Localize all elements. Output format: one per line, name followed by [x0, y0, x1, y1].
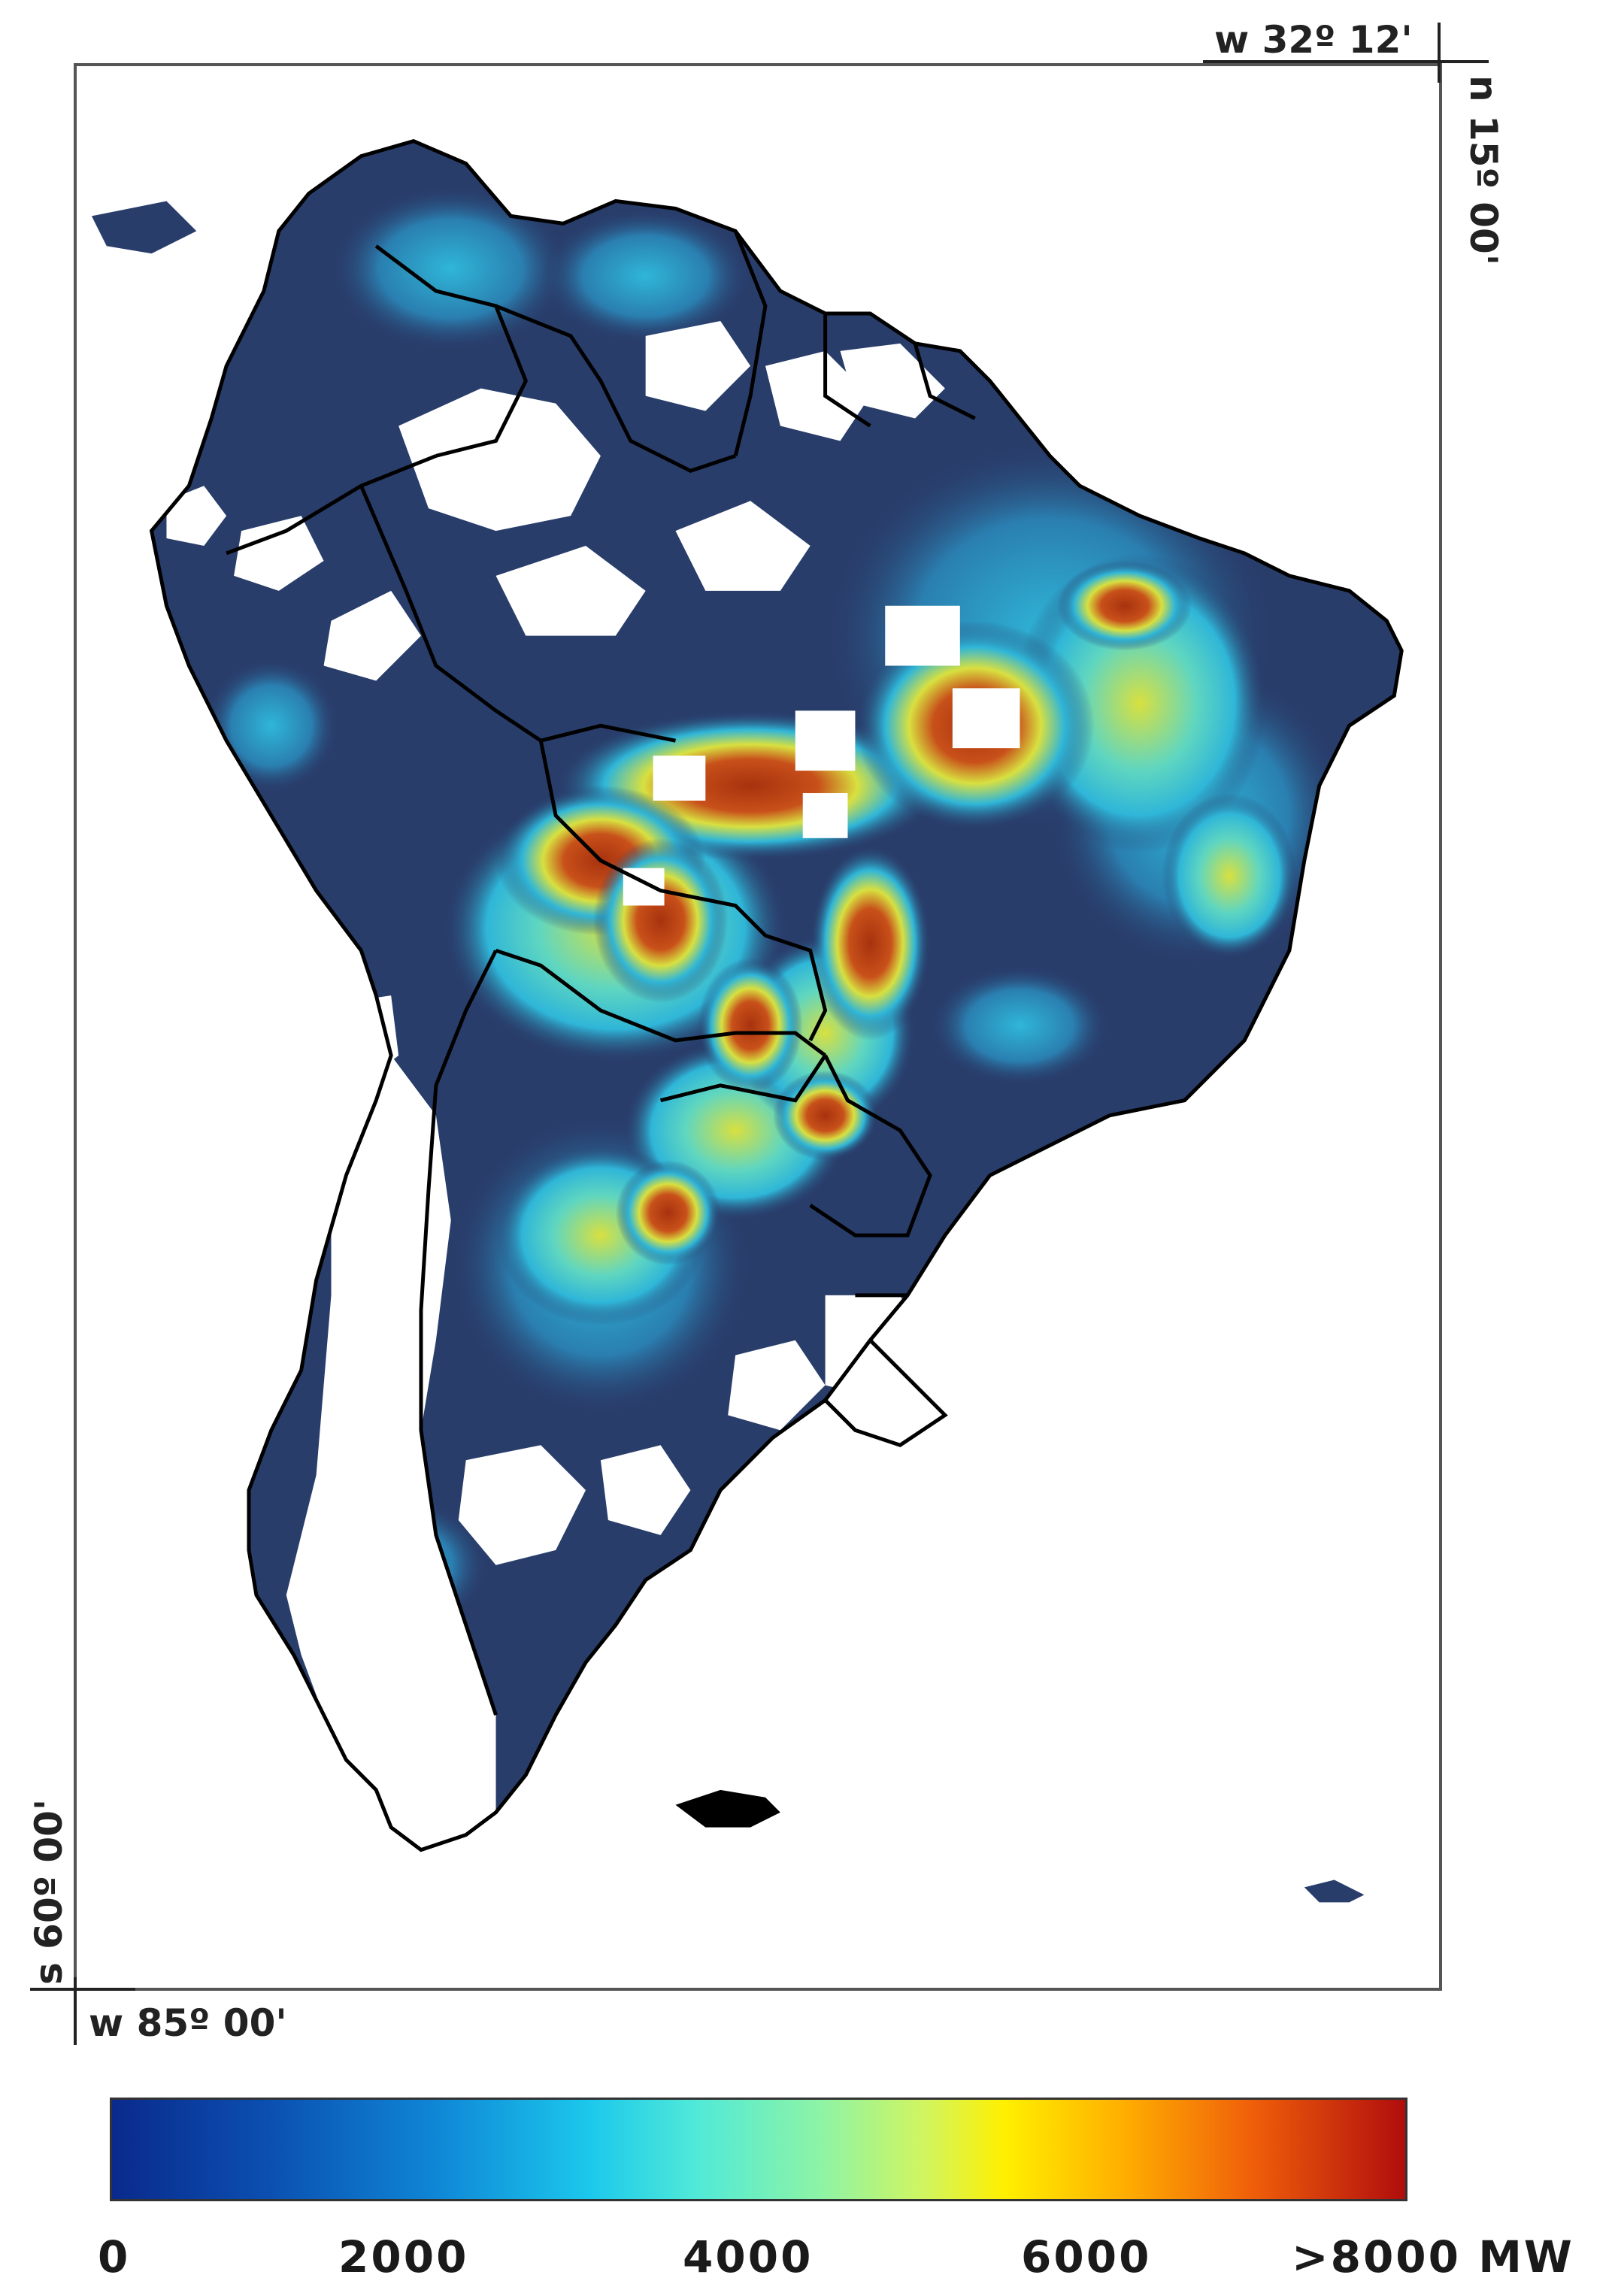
corner-tick-top-right-v	[1438, 23, 1441, 83]
heat-overlay	[204, 186, 1350, 1633]
colorbar	[110, 2098, 1407, 2201]
corner-tick-bottom-left-h	[30, 1988, 135, 1991]
south-america-heatmap	[91, 139, 1404, 1903]
coord-right-vertical: n 15º 00'	[1462, 75, 1505, 266]
coord-bottom-left: w 85º 00'	[89, 2001, 287, 2045]
country-borders	[149, 139, 1404, 1852]
colorbar-tick-4000: 4000	[683, 2231, 814, 2282]
colorbar-tick-8000: >8000 MW	[1292, 2231, 1574, 2282]
coord-left-vertical: s 60º 00'	[27, 1798, 71, 1985]
colorbar-tick-6000: 6000	[1021, 2231, 1152, 2282]
corner-tick-bottom-left-v	[74, 1977, 77, 2045]
colorbar-tick-2000: 2000	[338, 2231, 469, 2282]
coord-top-right: w 32º 12'	[1214, 18, 1413, 62]
map-frame	[74, 63, 1442, 1991]
corner-tick-top-right-h	[1203, 60, 1489, 63]
no-data-areas	[166, 320, 1020, 1850]
colorbar-tick-0: 0	[98, 2231, 131, 2282]
islands	[91, 201, 1365, 1903]
